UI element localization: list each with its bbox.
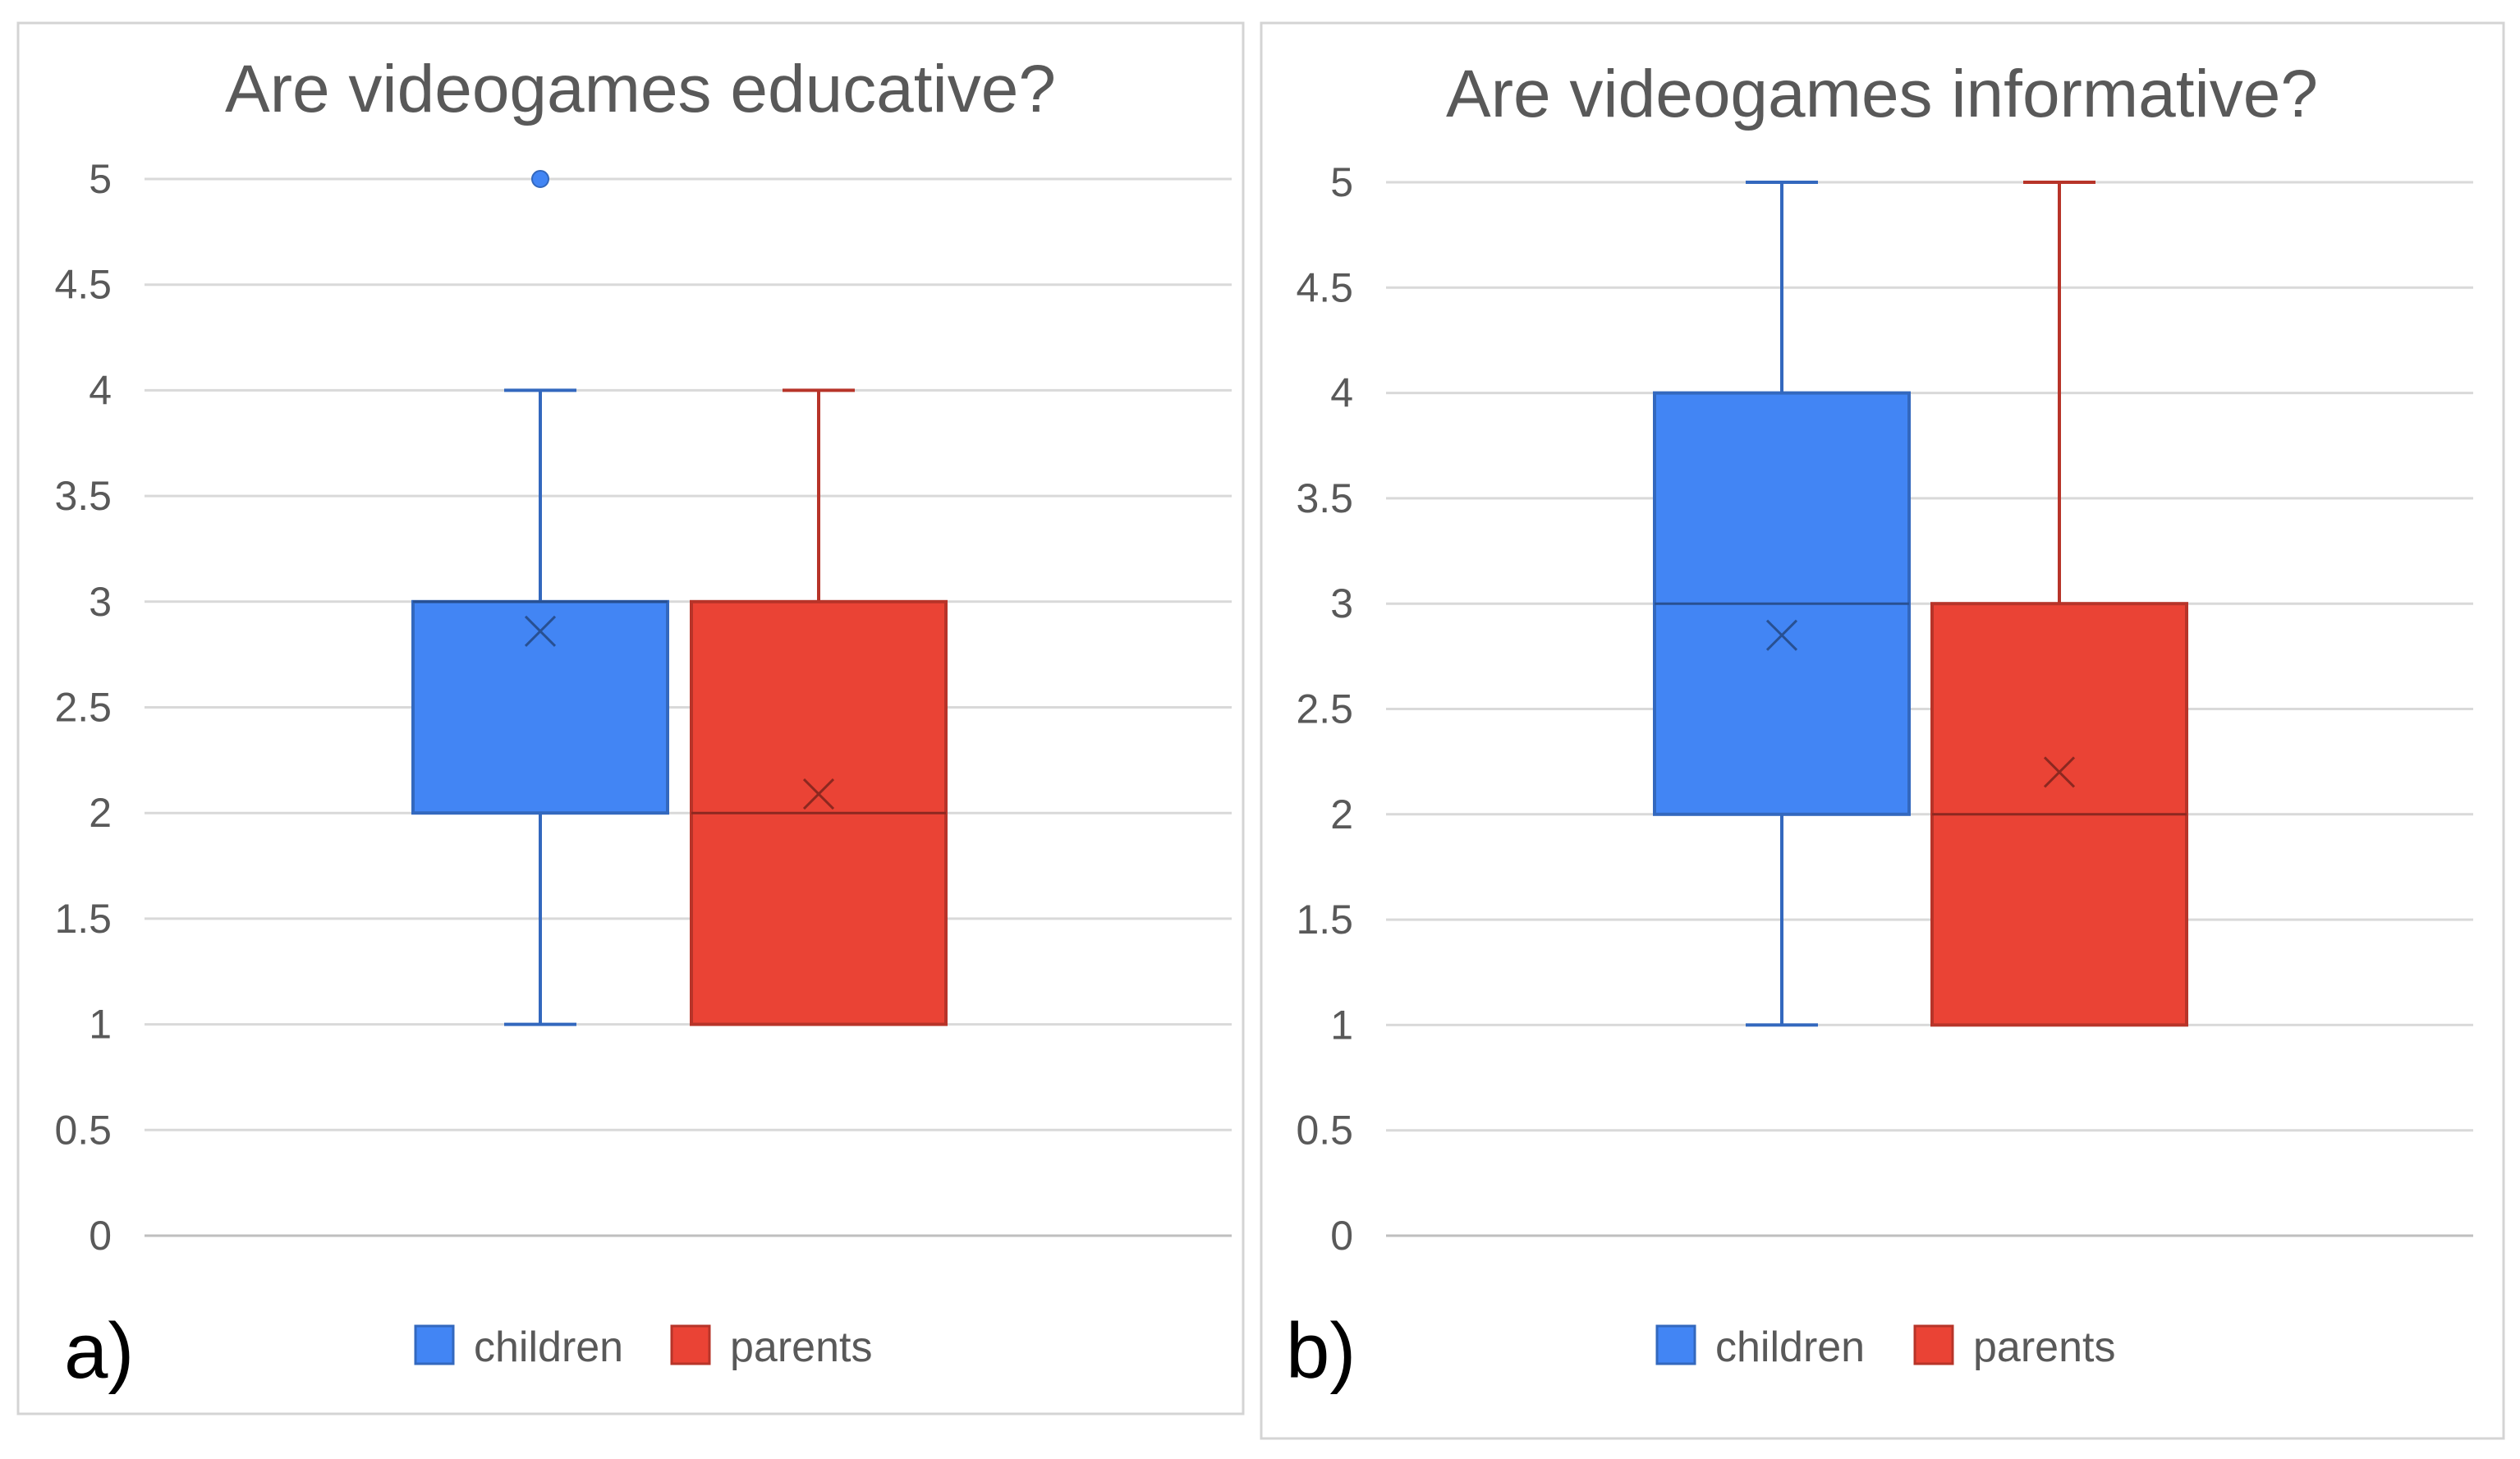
mean-marker (524, 615, 557, 647)
y-tick-label: 0.5 (54, 1107, 112, 1153)
legend-swatch (1913, 1324, 1954, 1365)
legend-swatch (670, 1324, 711, 1365)
mean-marker (2043, 756, 2076, 788)
box-children (1653, 181, 1911, 1027)
y-tick-label: 2 (1330, 791, 1353, 837)
y-tick-label: 1 (89, 1002, 112, 1048)
y-tick-label: 2.5 (54, 685, 112, 731)
y-tick-label: 1.5 (1296, 897, 1353, 943)
y-tick-label: 3 (89, 579, 112, 625)
y-tick-label: 4 (89, 367, 112, 413)
legend-label: children (1715, 1324, 1865, 1371)
mean-marker (1765, 619, 1798, 651)
legend-label: children (474, 1324, 623, 1371)
legend-swatch (414, 1324, 455, 1365)
y-tick-label: 0 (1330, 1213, 1353, 1259)
y-tick-label: 1 (1330, 1002, 1353, 1048)
legend-swatch (1655, 1324, 1696, 1365)
outlier-point (531, 170, 549, 188)
panel-label: b) (1286, 1307, 1356, 1395)
y-tick-label: 2 (89, 790, 112, 836)
y-tick-label: 3.5 (54, 473, 112, 519)
y-tick-label: 0.5 (1296, 1108, 1353, 1154)
y-tick-label: 4.5 (54, 262, 112, 308)
box-parents (1930, 181, 2188, 1027)
y-tick-label: 5 (1330, 159, 1353, 205)
y-tick-label: 2.5 (1296, 686, 1353, 732)
chart-title: Are videogames educative? (225, 52, 1056, 126)
y-tick-label: 0 (89, 1213, 112, 1259)
iqr-box (411, 599, 669, 815)
panel-label: a) (64, 1307, 134, 1395)
y-tick-label: 4.5 (1296, 264, 1353, 310)
y-tick-label: 5 (89, 156, 112, 202)
chart-panel: Are videogames informative? 0 0.5 1 1.5 2 2.5 3… (1260, 21, 2505, 1440)
box-parents (690, 388, 948, 1026)
box-children (411, 170, 669, 1026)
y-tick-label: 4 (1330, 370, 1353, 416)
legend-label: parents (730, 1324, 872, 1371)
y-tick-label: 3.5 (1296, 475, 1353, 521)
chart-panel: Are videogames educative? 0 0.5 1 1.5 2 2.5 3 3.… (16, 21, 1245, 1415)
y-tick-label: 1.5 (54, 896, 112, 942)
mean-marker (802, 778, 835, 810)
chart-title: Are videogames informative? (1446, 57, 2318, 131)
legend-label: parents (1973, 1324, 2115, 1371)
y-tick-label: 3 (1330, 580, 1353, 626)
